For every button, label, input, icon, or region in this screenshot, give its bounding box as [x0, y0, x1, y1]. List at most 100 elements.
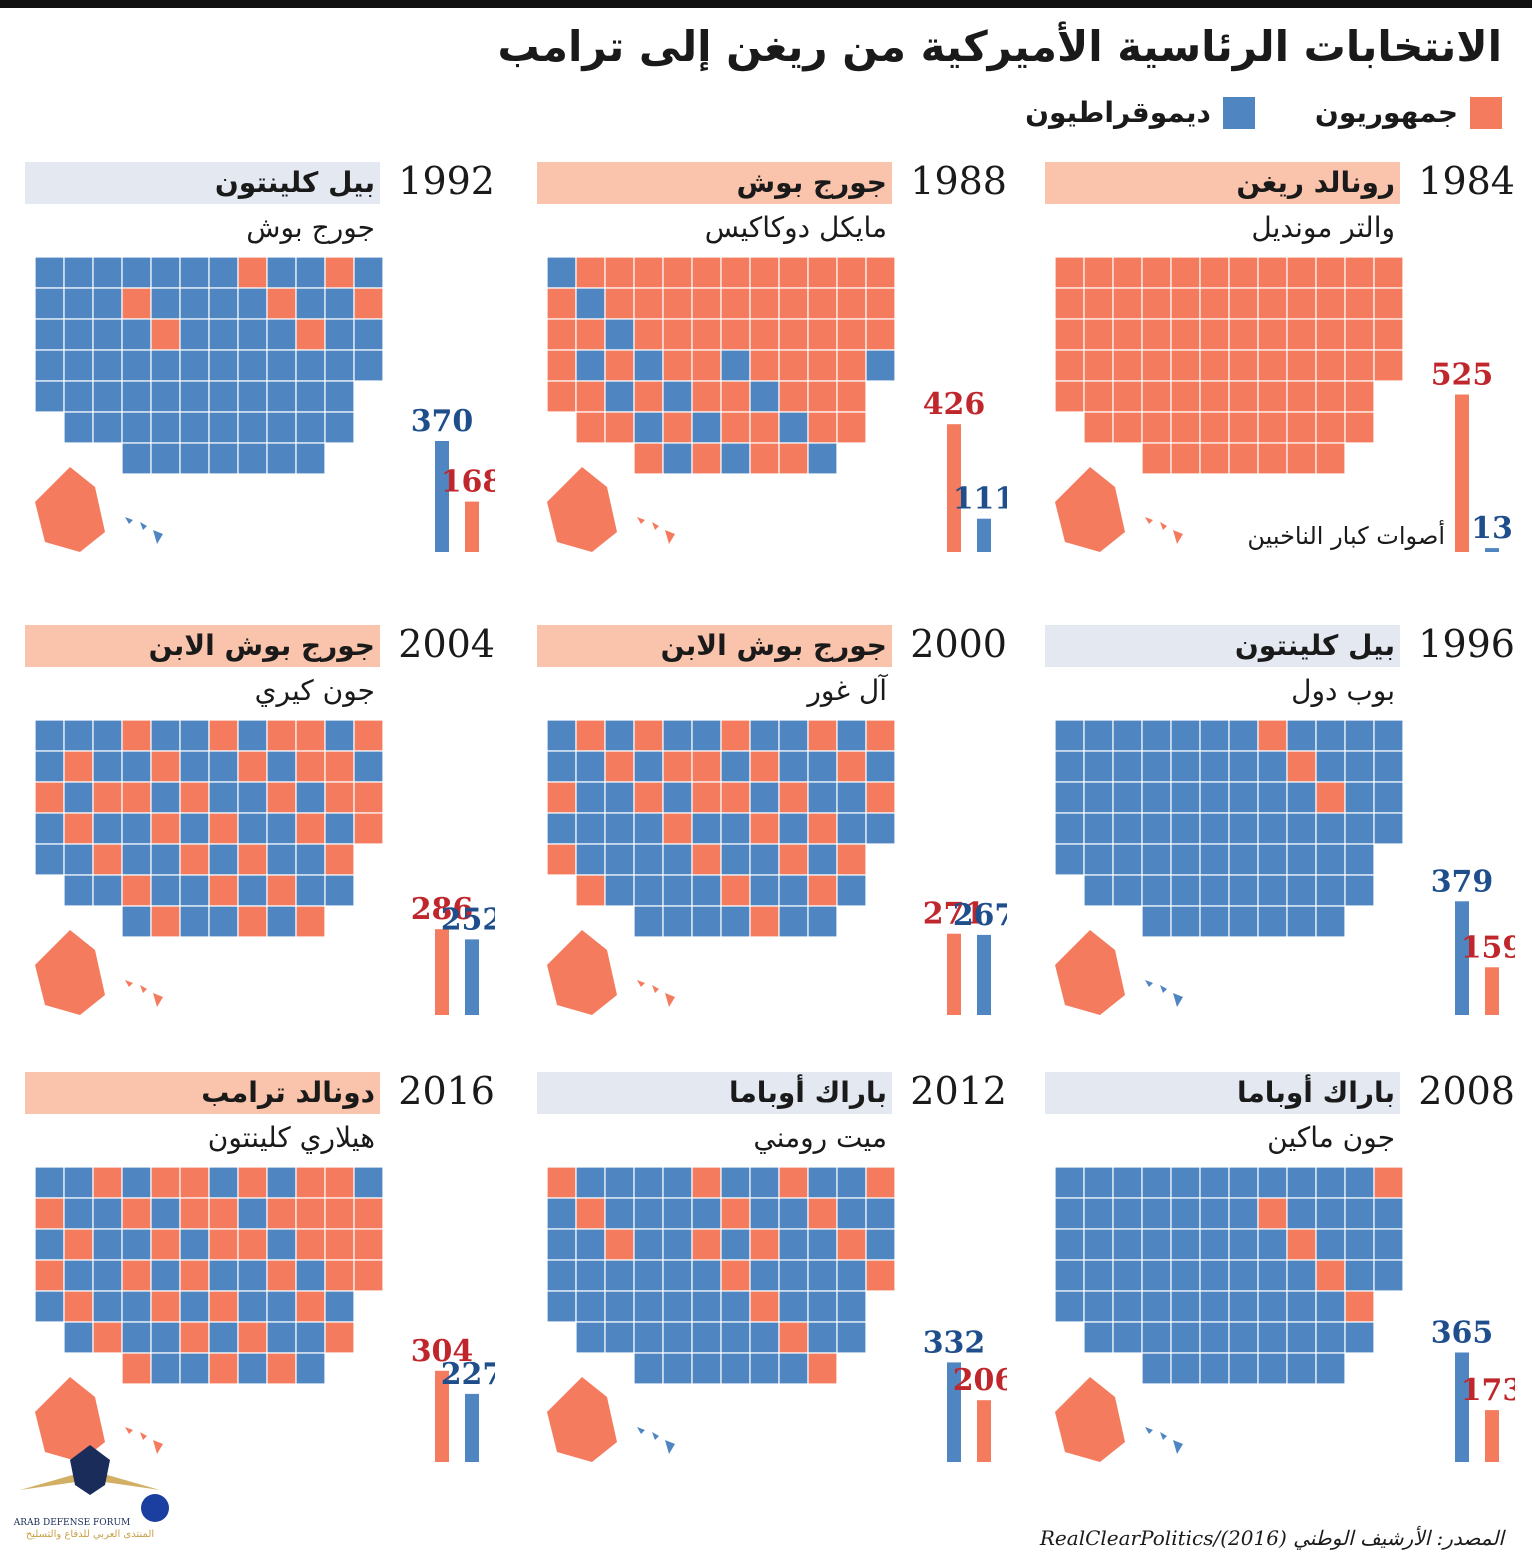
- state-cell: [720, 812, 751, 845]
- democrat-votes: 332: [923, 1325, 986, 1360]
- state-cell: [1257, 287, 1288, 320]
- state-cell: [836, 719, 867, 752]
- winner-name: رونالد ريغن: [1236, 166, 1395, 199]
- republican-votes: 286: [411, 892, 474, 927]
- state-cell: [295, 905, 326, 938]
- democrat-votes: 370: [411, 404, 474, 439]
- state-cell: [324, 874, 355, 907]
- state-cell: [324, 256, 355, 289]
- state-cell: [179, 719, 210, 752]
- state-cell: [324, 812, 355, 845]
- winner-banner: [1045, 625, 1400, 667]
- state-cell: [63, 750, 94, 783]
- state-cell: [1083, 1259, 1114, 1292]
- state-cell: [836, 1259, 867, 1292]
- state-cell: [691, 781, 722, 814]
- state-cell: [865, 349, 896, 382]
- state-cell: [1199, 1228, 1230, 1261]
- state-cell: [1141, 1259, 1172, 1292]
- state-cell: [604, 719, 635, 752]
- state-cell: [1112, 411, 1143, 444]
- loser-name: والتر مونديل: [1251, 211, 1395, 244]
- state-cell: [633, 1352, 664, 1385]
- state-cell: [1054, 843, 1085, 876]
- state-cell: [1286, 442, 1317, 475]
- state-cell: [1315, 750, 1346, 783]
- state-cell: [121, 1352, 152, 1385]
- state-cell: [1228, 905, 1259, 938]
- state-cell: [1344, 256, 1375, 289]
- republican-votes: 304: [411, 1334, 474, 1369]
- state-cell: [1199, 318, 1230, 351]
- state-cell: [34, 781, 65, 814]
- state-cell: [295, 1352, 326, 1385]
- democrat-votes: 227: [441, 1357, 495, 1392]
- state-cell: [807, 874, 838, 907]
- democrat-votes: 252: [441, 902, 495, 937]
- state-cell: [237, 1228, 268, 1261]
- democrat-votes: 13: [1471, 511, 1513, 546]
- state-cell: [150, 287, 181, 320]
- state-cell: [1141, 380, 1172, 413]
- state-cell: [353, 1228, 384, 1261]
- election-panel-2016: دونالد ترامب 2016 هيلاري كلينتون 304 227: [25, 1069, 495, 1492]
- state-cell: [633, 411, 664, 444]
- state-cell: [546, 781, 577, 814]
- state-cell: [836, 1197, 867, 1230]
- state-cell: [1054, 719, 1085, 752]
- state-cell: [34, 719, 65, 752]
- state-cell: [237, 287, 268, 320]
- election-year: 1988: [910, 159, 1007, 203]
- hawaii-shape: [637, 517, 675, 544]
- state-cell: [353, 287, 384, 320]
- loser-name: جون ماكين: [1267, 1121, 1395, 1154]
- state-cell: [1315, 1290, 1346, 1323]
- state-cell: [662, 719, 693, 752]
- election-year: 1992: [398, 159, 495, 203]
- state-cell: [324, 411, 355, 444]
- legend-republican-swatch: [1470, 96, 1502, 129]
- state-cell: [266, 1290, 297, 1323]
- state-cell: [1083, 287, 1114, 320]
- state-cell: [1373, 719, 1404, 752]
- state-cell: [208, 905, 239, 938]
- election-panel-1984: رونالد ريغن 1984 والتر مونديل أصوات كبار…: [1045, 159, 1515, 582]
- state-cell: [324, 380, 355, 413]
- state-cell: [237, 411, 268, 444]
- state-cell: [1199, 843, 1230, 876]
- legend-democrat-label: ديموقراطيون: [1025, 96, 1211, 129]
- state-cell: [836, 256, 867, 289]
- state-cell: [208, 442, 239, 475]
- state-cell: [121, 1197, 152, 1230]
- state-cell: [353, 1197, 384, 1230]
- loser-name: آل غور: [807, 674, 887, 707]
- state-cell: [353, 318, 384, 351]
- republican-bar: [1455, 394, 1469, 552]
- state-cell: [208, 411, 239, 444]
- state-cell: [633, 905, 664, 938]
- state-cell: [121, 1321, 152, 1354]
- state-cell: [1286, 1228, 1317, 1261]
- state-cell: [1344, 318, 1375, 351]
- state-cell: [1170, 1197, 1201, 1230]
- state-cell: [179, 1228, 210, 1261]
- state-cell: [1054, 1197, 1085, 1230]
- state-cell: [92, 380, 123, 413]
- state-cell: [1141, 318, 1172, 351]
- state-cell: [353, 719, 384, 752]
- state-cell: [691, 812, 722, 845]
- state-cell: [865, 750, 896, 783]
- election-year: 2008: [1418, 1069, 1515, 1113]
- state-cell: [807, 719, 838, 752]
- state-cell: [749, 1290, 780, 1323]
- state-cell: [237, 905, 268, 938]
- state-cell: [63, 1259, 94, 1292]
- source-note: المصدر: الأرشيف الوطني (RealClearPolitic…: [1039, 1526, 1504, 1550]
- state-cell: [92, 812, 123, 845]
- state-cell: [778, 1290, 809, 1323]
- state-cell: [1054, 1259, 1085, 1292]
- winner-banner: [1045, 1072, 1400, 1114]
- state-cell: [63, 256, 94, 289]
